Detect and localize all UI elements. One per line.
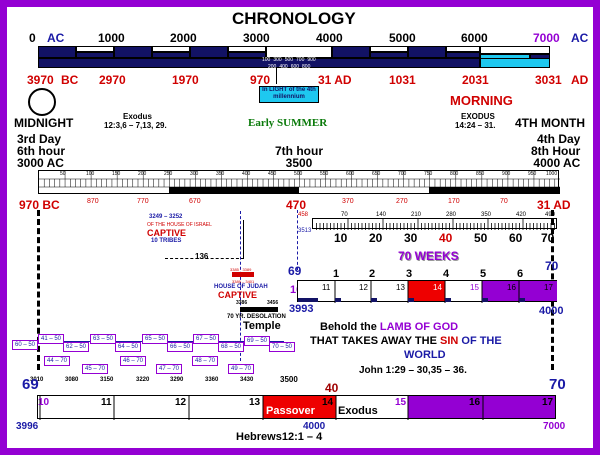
n4000-label: 4000: [539, 305, 564, 317]
mid-red-270: 270: [396, 198, 408, 205]
mid-center-year: 470: [286, 198, 307, 212]
exodus-1-title: Exodus: [123, 112, 152, 121]
inner-scale-bottom: 200 400 600 800: [268, 64, 311, 70]
mid-red-170: 170: [448, 198, 460, 205]
mid-red-370: 370: [342, 198, 354, 205]
year-970: 970: [250, 73, 271, 87]
year-3970: 3970: [27, 73, 54, 87]
third-day-block: 3rd Day 6th hour 3000 AC: [17, 132, 65, 170]
bottom-69: 69: [22, 376, 39, 393]
israel-years: 3249 – 3252: [149, 214, 183, 220]
passover-label: Passover: [266, 405, 315, 417]
fourth-day-block: 4th Day 8th Hour 4000 AC: [531, 132, 581, 170]
scale-label-5000: 5000: [389, 31, 416, 45]
scale-label-ac: AC: [47, 31, 65, 45]
jubilee-chain: 60 – 50 41 – 50 63 – 50 65 – 50 67 – 50 …: [12, 320, 307, 375]
weeks-ruler: [312, 218, 557, 230]
seventy-weeks-title: 70 WEEKS: [398, 249, 459, 263]
exodus-bottom-label: Exodus: [338, 405, 378, 417]
year-1970: 1970: [172, 73, 199, 87]
scale-label-7000: 7000: [533, 31, 560, 45]
year-3031: 3031: [535, 73, 562, 87]
year-ad: AD: [571, 73, 589, 87]
israel-captive: CAPTIVE: [147, 228, 187, 238]
weeks-right-70: 70: [545, 259, 559, 273]
mid-red-70: 70: [500, 198, 508, 205]
scale-label-ac-right: AC: [571, 31, 589, 45]
bottom-year-right: 7000: [543, 421, 566, 432]
inner-scale-top: 100 300 500 700 900: [262, 57, 316, 63]
judah-red-bar: [232, 272, 254, 277]
israel-label: OF THE HOUSE OF ISRAEL: [147, 222, 212, 228]
mid-red-870: 870: [87, 198, 99, 205]
thin-dashed-line-670: [240, 211, 241, 361]
page-title: CHRONOLOGY: [232, 9, 356, 28]
scale-label-3000: 3000: [243, 31, 270, 45]
scale-label-1000: 1000: [98, 31, 125, 45]
n136-label: 136: [195, 252, 209, 261]
connector-line: [276, 68, 277, 84]
judah-captive: CAPTIVE: [218, 290, 258, 300]
judah-label: HOUSE OF JUDAH: [214, 284, 268, 290]
early-summer-label: Early SUMMER: [248, 117, 328, 129]
year-2970: 2970: [99, 73, 126, 87]
left-dashed-line: [37, 210, 40, 370]
mid-red-770: 770: [137, 198, 149, 205]
lamb-line-2: THAT TAKES AWAY THE SIN OF THE: [310, 335, 502, 347]
scale-label-2000: 2000: [170, 31, 197, 45]
mid-red-670: 670: [189, 198, 201, 205]
scale-label-0: 0: [29, 31, 36, 45]
scale-label-6000: 6000: [461, 31, 488, 45]
middle-timeline-ruler: [38, 170, 560, 194]
judah-years: 3385 · 3389: [230, 267, 252, 272]
year-31ad: 31 AD: [318, 73, 352, 87]
light-millennium-box: In LIGHT of the 4th millennium: [259, 86, 319, 103]
seventh-hour-block: 7th hour 3500: [275, 144, 323, 170]
desolation-bar: [240, 307, 278, 312]
exodus-2-title: EXODUS: [461, 112, 495, 121]
morning-label: MORNING: [450, 93, 513, 108]
bottom-timeline-bar: 10 11 12 13 14 15 16 17 Passover Exodus: [37, 395, 556, 420]
year-2031: 2031: [462, 73, 489, 87]
bottom-year-mid: 4000: [303, 421, 326, 432]
n3993-label: 3993: [289, 303, 314, 315]
exodus-1-ref: 12:3,6 – 7,13, 29.: [104, 121, 167, 130]
israel-tribes: 10 TRIBES: [151, 238, 182, 244]
lamb-line-1: Behold the LAMB OF GOD: [320, 321, 459, 333]
judah-sub: 3389 – 3401: [232, 279, 255, 284]
fourth-month-label: 4TH MONTH: [515, 116, 585, 130]
lamb-world: WORLD: [404, 349, 446, 361]
year-bc: BC: [61, 73, 79, 87]
midnight-label: MIDNIGHT: [14, 116, 74, 130]
moon-circle-icon: [28, 88, 56, 116]
desolation-label: 70 YR. DESOLATION: [227, 314, 286, 320]
bottom-70: 70: [549, 376, 566, 393]
desolation-start: 3386: [236, 300, 248, 306]
bottom-40: 40: [325, 381, 339, 395]
middle-ruler-labels: 50 100 150 200 250 300 350 400 450 500 5…: [60, 171, 558, 177]
israel-bracket: [165, 220, 244, 259]
bottom-year-left: 3996: [16, 421, 39, 432]
jubilee-bar: 11 12 13 14 15 16 17: [297, 280, 557, 303]
hebrews-ref: Hebrews12:1 – 4: [236, 431, 323, 443]
exodus-2-ref: 14:24 – 31.: [455, 121, 496, 130]
desolation-end: 3456: [267, 300, 279, 306]
mid-left-year: 970 BC: [19, 198, 60, 212]
n69-label: 69: [288, 264, 302, 278]
weeks-left-bottom: 3513: [298, 228, 312, 234]
lamb-ref: John 1:29 – 30,35 – 36.: [359, 365, 467, 376]
year-1031: 1031: [389, 73, 416, 87]
thin-dashed-line-470: [297, 210, 298, 270]
mid-right-year: 31 AD: [537, 198, 571, 212]
scale-label-4000: 4000: [316, 31, 343, 45]
weeks-left-top: 458: [298, 212, 309, 218]
temple-label: Temple: [243, 320, 281, 332]
